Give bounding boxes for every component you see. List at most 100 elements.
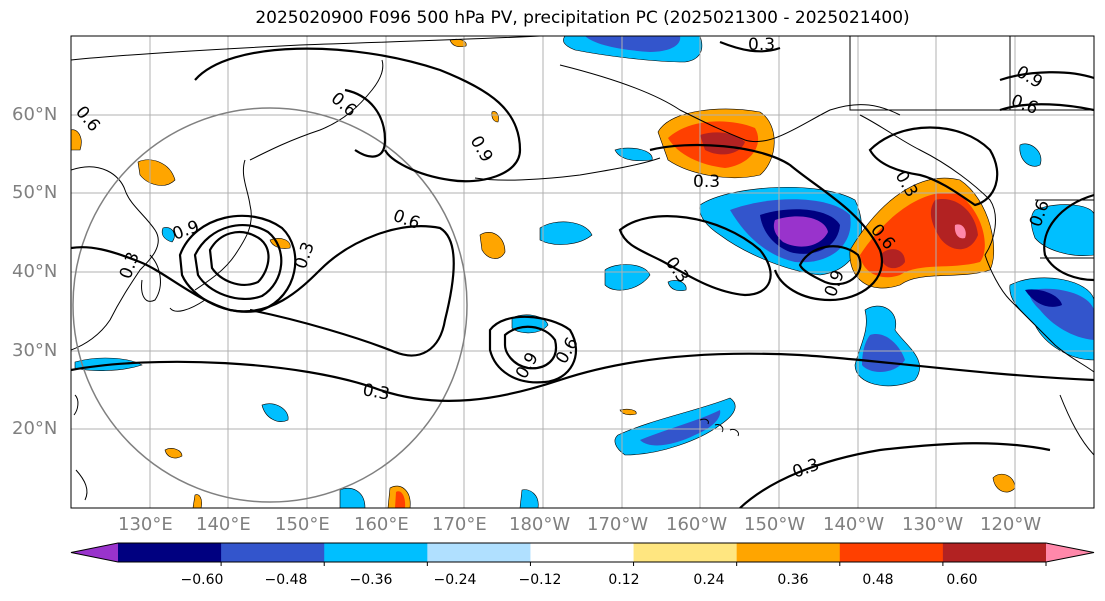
precip-positive-region xyxy=(619,408,637,416)
colorbar-segment xyxy=(118,543,222,562)
precip-positive-region xyxy=(491,111,499,123)
lat-label-20n: 20°N xyxy=(12,418,58,439)
map-plot-area: 0.3 0.6 0.6 0.9 0.9 0.3 0.9 0.6 0.3 0.3 … xyxy=(71,35,1094,508)
precip-negative-region xyxy=(585,36,681,52)
precip-negative-region xyxy=(539,221,593,245)
highlight-circle xyxy=(72,107,468,503)
coastline-borders xyxy=(849,36,1094,259)
pv-contour xyxy=(999,71,1094,82)
colorbar-tick-label: 0.60 xyxy=(946,572,978,588)
contour-label: 0.3 xyxy=(693,172,720,192)
lon-label-160e: 160°E xyxy=(354,514,409,535)
coastline-canada xyxy=(859,114,1094,373)
coastline-korea xyxy=(141,254,161,302)
pv-contour xyxy=(1043,193,1094,282)
precip-negative-region xyxy=(519,489,539,508)
lat-label-60n: 60°N xyxy=(12,104,58,125)
colorbar-tick-label: −0.36 xyxy=(349,572,393,588)
pv-contour xyxy=(178,214,297,313)
coastline-siberia xyxy=(71,36,541,61)
precip-positive-region xyxy=(479,232,506,259)
pv-contour xyxy=(208,231,270,286)
colorbar xyxy=(70,542,1095,566)
colorbar-segment xyxy=(839,543,944,562)
map-frame xyxy=(70,35,1095,509)
colorbar-extend-low xyxy=(71,543,118,562)
precip-positive-region xyxy=(137,159,176,186)
contour-label: 0.3 xyxy=(361,380,391,404)
precip-negative-region xyxy=(1030,204,1094,256)
pv-contours xyxy=(71,40,1094,508)
lon-label-150w: 150°W xyxy=(744,514,806,535)
colorbar-segment xyxy=(530,543,635,562)
precipitation-fill-layer xyxy=(71,36,1094,508)
precip-positive-region xyxy=(930,199,978,250)
colorbar-tick-label: −0.24 xyxy=(433,572,477,588)
colorbar-segment xyxy=(736,543,841,562)
pv-contour xyxy=(868,126,999,207)
colorbar-extend-high xyxy=(1046,543,1094,562)
coastline-hawaii xyxy=(699,418,739,437)
precip-negative-region xyxy=(161,227,175,243)
lon-label-130w: 130°W xyxy=(902,514,964,535)
lon-label-180w: 180°W xyxy=(509,514,571,535)
lon-label-140w: 140°W xyxy=(823,514,885,535)
colorbar-outline xyxy=(70,542,1095,563)
colorbar-tick-label: 0.36 xyxy=(777,572,809,588)
precip-positive-region xyxy=(700,132,745,155)
pv-contour xyxy=(618,215,772,297)
colorbar-segment xyxy=(942,543,1047,562)
colorbar-segment xyxy=(427,543,531,562)
pv-contour xyxy=(71,225,455,357)
precip-negative-region xyxy=(1019,143,1042,167)
precip-positive-region xyxy=(71,129,82,151)
pv-contour xyxy=(71,352,1094,402)
coastline-asia xyxy=(71,166,159,351)
precip-negative-region xyxy=(604,264,651,291)
lon-label-170w: 170°W xyxy=(587,514,649,535)
colorbar-tick-label: 0.24 xyxy=(693,572,725,588)
coastline-mexico xyxy=(1059,394,1094,456)
coastline-aleutians xyxy=(474,157,661,181)
coastline-philippines xyxy=(73,394,88,501)
gridlines xyxy=(71,36,1094,508)
coastline-alaska xyxy=(559,64,901,143)
colorbar-segment xyxy=(324,543,428,562)
coastline-kamchatka xyxy=(249,59,384,161)
pv-contour xyxy=(344,88,387,158)
precip-negative-region xyxy=(773,216,828,247)
precip-positive-region xyxy=(192,494,202,508)
lat-label-40n: 40°N xyxy=(12,261,58,282)
precip-positive-region xyxy=(164,448,183,459)
precip-negative-region xyxy=(261,403,289,422)
lon-label-160w: 160°W xyxy=(666,514,728,535)
precip-negative-region xyxy=(339,487,366,508)
precip-negative-region xyxy=(667,280,687,292)
pv-contour xyxy=(719,40,781,53)
precip-negative-region xyxy=(1025,289,1062,307)
lon-label-120w: 120°W xyxy=(980,514,1042,535)
pv-contour xyxy=(488,315,578,384)
colorbar-tick-label: −0.48 xyxy=(264,572,308,588)
pv-contour xyxy=(193,224,283,301)
colorbar-tick-label: 0.12 xyxy=(608,572,640,588)
pv-contour xyxy=(503,325,558,370)
colorbar-tick-label: 0.48 xyxy=(862,572,894,588)
colorbar-segment xyxy=(633,543,738,562)
pv-contour xyxy=(649,143,883,302)
lon-label-170e: 170°E xyxy=(432,514,487,535)
colorbar-tick-label: −0.60 xyxy=(180,572,224,588)
lon-label-130e: 130°E xyxy=(118,514,173,535)
colorbar-tick-label: −0.12 xyxy=(518,572,562,588)
pv-contour xyxy=(194,47,522,183)
contour-label: 0.3 xyxy=(748,35,775,55)
precip-positive-region xyxy=(880,249,905,269)
lat-label-30n: 30°N xyxy=(12,340,58,361)
precip-positive-region xyxy=(954,224,966,239)
precip-positive-region xyxy=(395,491,406,508)
figure-title: 2025020900 F096 500 hPa PV, precipitatio… xyxy=(255,8,910,28)
lat-label-50n: 50°N xyxy=(12,182,58,203)
pv-contour xyxy=(798,245,862,286)
pv-contour xyxy=(739,442,1051,508)
